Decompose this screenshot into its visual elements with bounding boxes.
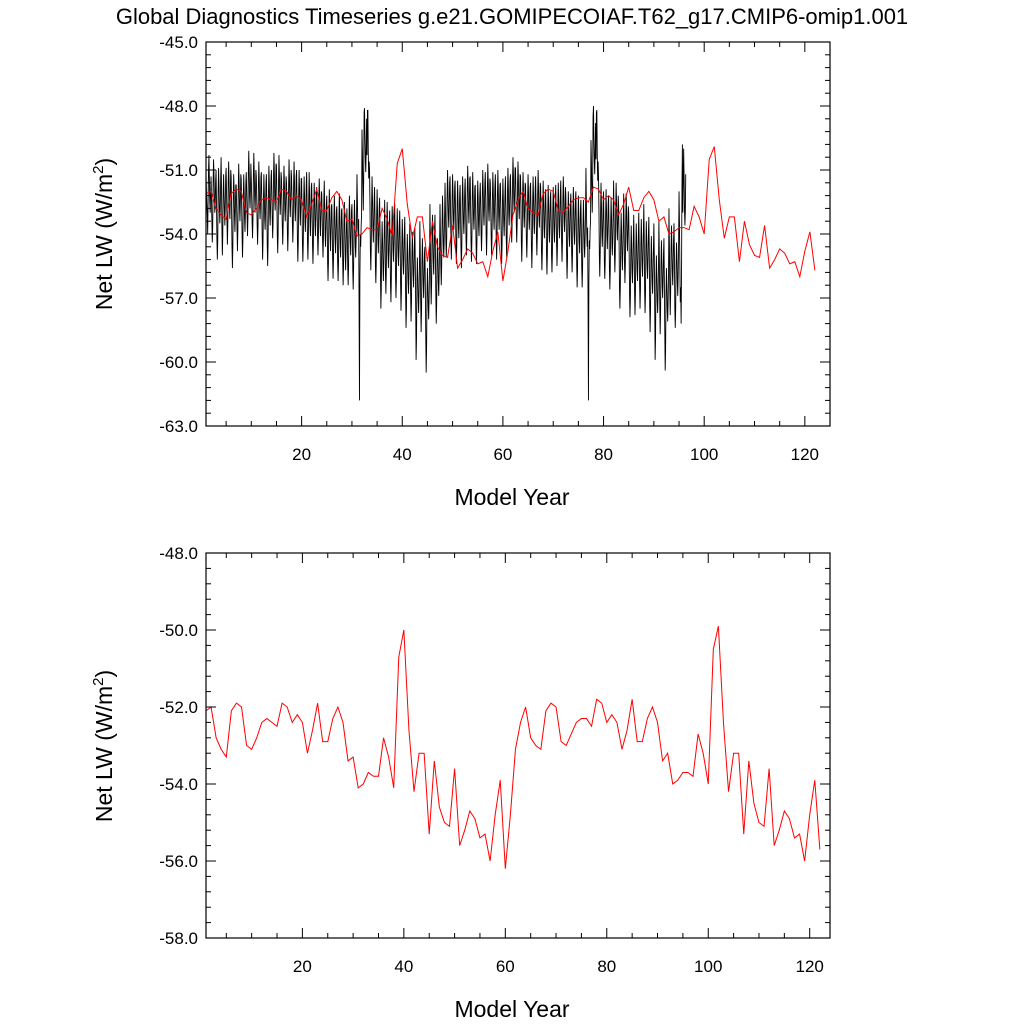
x-tick-label: 40 (393, 445, 412, 464)
y-tick-label: -54.0 (159, 225, 198, 244)
bottom-panel: Net LW (W/m2) Model Year -58.0 -56.0 -54.0… (90, 544, 831, 1022)
y-tick-label: -45.0 (159, 33, 198, 52)
y-tick-label: -50.0 (159, 621, 198, 640)
x-tick-label: 40 (394, 957, 413, 976)
x-tick-label: 20 (292, 445, 311, 464)
x-tick-label: 80 (597, 957, 616, 976)
y-tick-label: -48.0 (159, 544, 198, 563)
x-tick-label: 120 (796, 957, 824, 976)
y-axis-label-text: Net LW (W/m2) (90, 158, 117, 310)
x-tick-label: 100 (694, 957, 722, 976)
plot-frame (205, 552, 831, 939)
y-tick-label: -52.0 (159, 698, 198, 717)
y-tick-label: -54.0 (159, 775, 198, 794)
x-axis-label: Model Year (454, 996, 569, 1022)
y-tick-label: -58.0 (159, 929, 198, 948)
y-tick-label: -48.0 (159, 97, 198, 116)
y-tick-label: -60.0 (159, 353, 198, 372)
series-line-annual (206, 626, 821, 869)
y-tick-label: -56.0 (159, 852, 198, 871)
y-tick-label: -51.0 (159, 161, 198, 180)
x-tick-label: 20 (293, 957, 312, 976)
series-line-monthly (206, 105, 687, 401)
x-tick-label: 80 (594, 445, 613, 464)
figure-title: Global Diagnostics Timeseries g.e21.GOMI… (116, 4, 908, 29)
y-axis-label-text: Net LW (W/m2) (90, 670, 117, 822)
top-panel: Net LW (W/m2) Model Year -63.0 -60.0 -57.0… (90, 33, 831, 510)
x-tick-label: 100 (690, 445, 718, 464)
y-axis-label: Net LW (W/m2) (90, 158, 117, 310)
series-line-annual (206, 146, 816, 282)
y-axis-label: Net LW (W/m2) (90, 670, 117, 822)
y-tick-label: -57.0 (159, 289, 198, 308)
x-tick-label: 60 (496, 957, 515, 976)
x-axis-label: Model Year (454, 484, 569, 510)
x-tick-label: 120 (791, 445, 819, 464)
x-tick-label: 60 (493, 445, 512, 464)
y-tick-label: -63.0 (159, 417, 198, 436)
